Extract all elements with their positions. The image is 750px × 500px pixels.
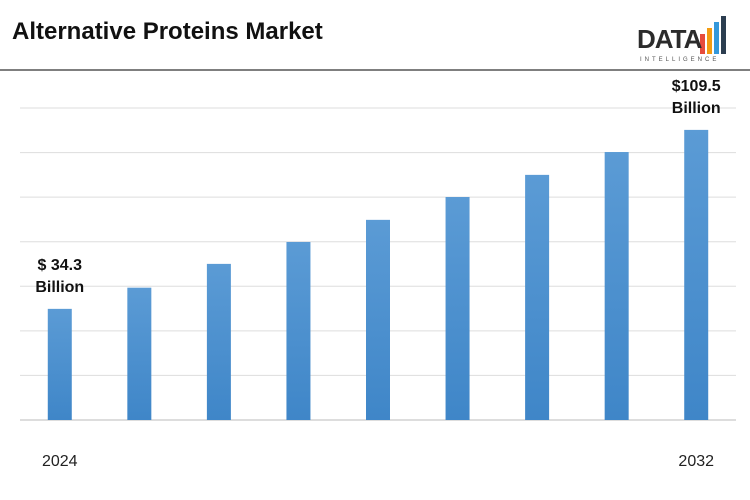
logo-bars [700, 16, 726, 54]
value-label: $ 34.3 Billion [35, 256, 85, 296]
value-label: $109.5 Billion [671, 77, 721, 117]
bar [127, 287, 152, 420]
bar [286, 241, 311, 420]
bar [604, 152, 629, 420]
bar [684, 129, 709, 421]
logo-tagline: INTELLIGENCE [640, 57, 720, 63]
bar [525, 174, 550, 420]
bar [366, 219, 390, 420]
bar [47, 308, 72, 420]
chart-title: Alternative Proteins Market [12, 18, 323, 45]
logo-name: DATA [637, 24, 702, 54]
x-tick-label: 2032 [678, 453, 714, 470]
x-tick-label: 2024 [42, 453, 78, 470]
bar [206, 263, 231, 420]
bar [445, 197, 470, 420]
